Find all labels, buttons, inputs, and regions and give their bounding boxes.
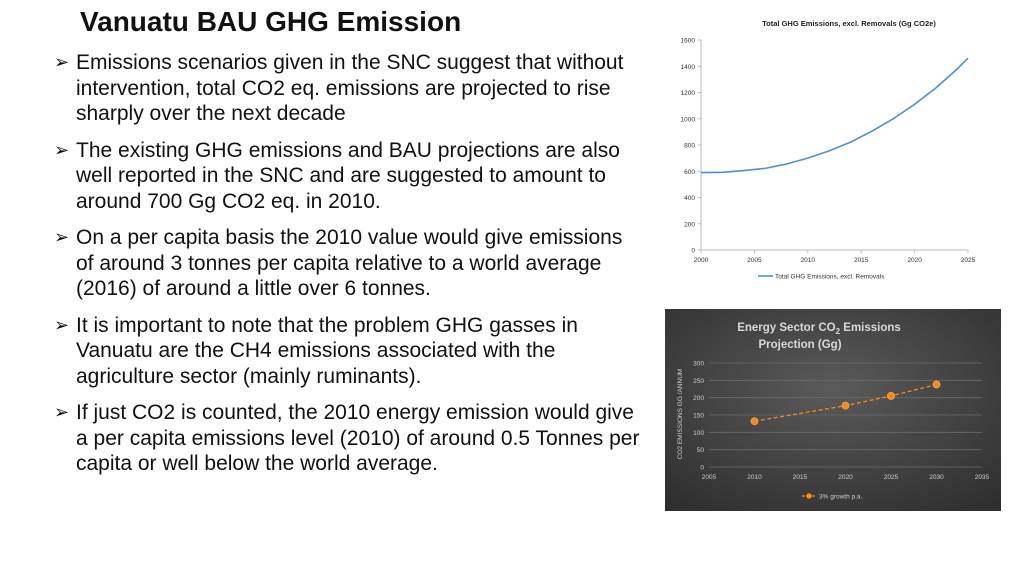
- y-tick-label: 250: [693, 378, 704, 385]
- slide-title: Vanuatu BAU GHG Emission: [80, 6, 462, 37]
- bullet-text: On a per capita basis the 2010 value wou…: [76, 226, 623, 300]
- chart-title-part: Energy Sector CO: [737, 322, 835, 334]
- data-point: [887, 392, 895, 400]
- bullet-text: The existing GHG emissions and BAU proje…: [76, 138, 620, 213]
- y-tick-label: 0: [691, 248, 695, 255]
- bullet-item: ➢ It is important to note that the proble…: [54, 313, 644, 390]
- y-tick-label: 300: [693, 361, 704, 368]
- y-tick-label: 200: [693, 395, 704, 402]
- x-tick-label: 2025: [961, 257, 976, 264]
- x-tick-label: 2000: [694, 257, 709, 264]
- x-tick-label: 2020: [907, 257, 922, 264]
- y-axis-label: CO2 EMISSIONS GG /ANNUM: [677, 369, 684, 460]
- x-tick-label: 2010: [801, 257, 816, 264]
- data-point: [841, 401, 850, 410]
- bullet-item: ➢ On a per capita basis the 2010 value wo…: [54, 225, 644, 302]
- series-line-total-ghg: [700, 57, 969, 174]
- x-tick-label: 2015: [854, 257, 869, 264]
- y-tick-label: 1600: [681, 38, 696, 45]
- x-tick-label: 2020: [838, 474, 853, 481]
- x-tick-label: 2025: [884, 474, 899, 481]
- x-tick-label: 2010: [747, 474, 762, 481]
- y-tick-label: 400: [684, 195, 695, 202]
- bullet-text: It is important to note that the problem…: [76, 313, 578, 388]
- series-line-3pct-growth: [754, 383, 937, 422]
- y-tick-label: 1000: [681, 116, 696, 123]
- chart-title-part: Emissions: [840, 322, 901, 334]
- bullet-text: If just CO2 is counted, the 2010 energy …: [76, 401, 640, 475]
- chart-title-subscript: 2: [836, 327, 841, 336]
- data-point: [932, 380, 941, 389]
- ghg-emissions-chart: Total GHG Emissions, excl. Removals (Gg …: [681, 19, 976, 281]
- arrow-bullet-icon: ➢: [54, 314, 70, 335]
- y-tick-label: 50: [697, 447, 705, 454]
- chart-title-line2: Projection (Gg): [758, 339, 841, 351]
- legend-label: Total GHG Emissions, excl. Removals: [775, 274, 885, 281]
- x-tick-label: 2030: [929, 474, 944, 481]
- chart-title: Energy Sector CO2 Emissions: [737, 322, 901, 336]
- y-tick-label: 1400: [681, 64, 696, 71]
- chart-title: Total GHG Emissions, excl. Removals (Gg …: [762, 19, 936, 28]
- y-tick-label: 100: [693, 430, 704, 437]
- y-tick-label: 0: [700, 465, 704, 472]
- energy-co2-chart: Energy Sector CO2 Emissions Projection (…: [665, 309, 1001, 511]
- y-tick-label: 800: [684, 143, 695, 150]
- y-tick-label: 600: [684, 169, 695, 176]
- x-tick-label: 2005: [747, 257, 762, 264]
- arrow-bullet-icon: ➢: [54, 227, 70, 247]
- legend-swatch-marker: [806, 493, 812, 499]
- y-tick-label: 200: [684, 221, 695, 228]
- x-tick-label: 2015: [793, 474, 808, 481]
- bullet-list: ➢ Emissions scenarios given in the SNC su…: [54, 50, 644, 488]
- x-tick-label: 2005: [702, 474, 717, 481]
- data-point: [750, 417, 759, 426]
- bullet-text: Emissions scenarios given in the SNC sug…: [76, 51, 624, 125]
- bullet-item: ➢ If just CO2 is counted, the 2010 energy…: [54, 400, 644, 477]
- arrow-bullet-icon: ➢: [54, 52, 70, 72]
- energy-co2-chart-panel: Energy Sector CO2 Emissions Projection (…: [665, 309, 1001, 511]
- arrow-bullet-icon: ➢: [54, 402, 70, 422]
- legend-label: 3% growth p.a.: [819, 494, 863, 501]
- chart-background: [665, 309, 1001, 511]
- arrow-bullet-icon: ➢: [54, 139, 70, 160]
- bullet-item: ➢ The existing GHG emissions and BAU proj…: [54, 138, 644, 215]
- y-tick-label: 150: [693, 413, 704, 420]
- x-tick-label: 2035: [975, 474, 990, 481]
- y-tick-label: 1200: [681, 90, 696, 97]
- bullet-item: ➢ Emissions scenarios given in the SNC su…: [54, 50, 644, 127]
